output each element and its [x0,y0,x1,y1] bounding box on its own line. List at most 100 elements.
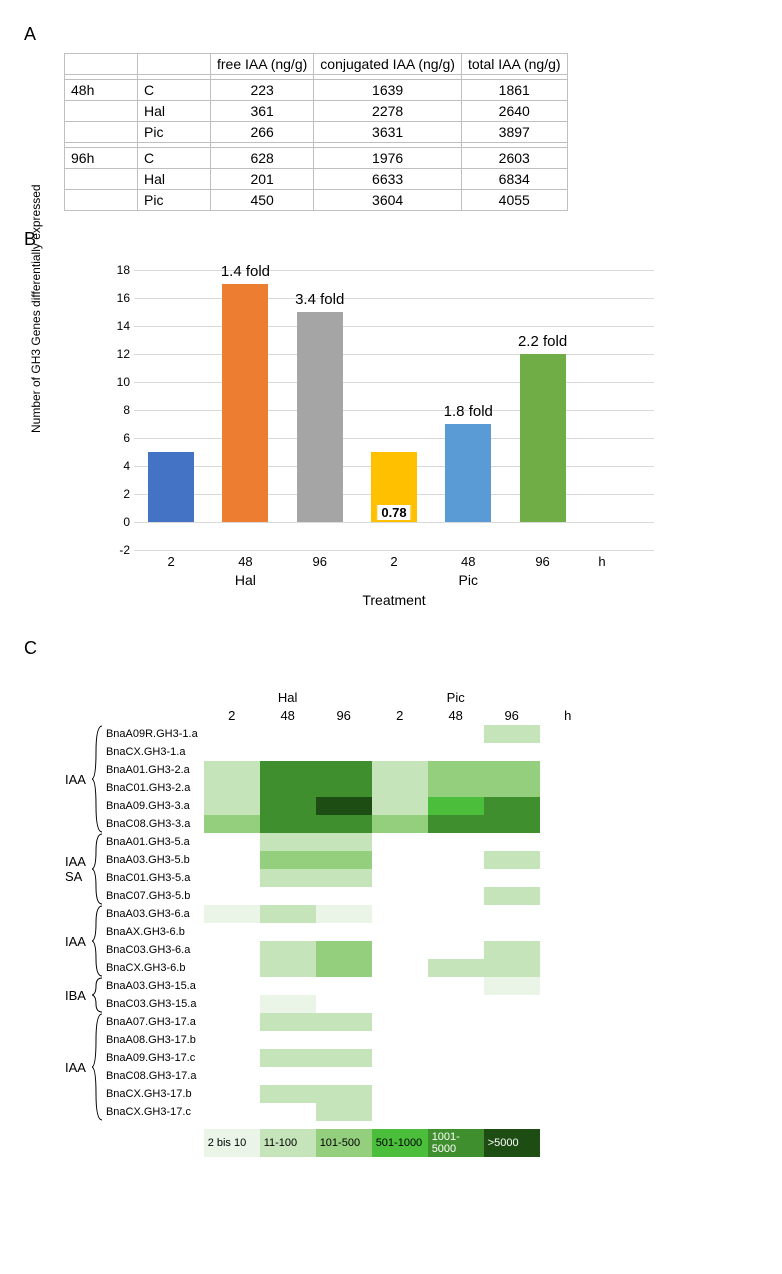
heatmap-cell [316,959,372,977]
table-cell [65,190,138,211]
grid-line [134,382,654,383]
bar [520,354,566,522]
heatmap-cell [316,869,372,887]
heatmap-cell [428,725,484,743]
col-label: 48 [260,707,316,725]
gene-label: BnaA03.GH3-6.a [104,905,204,923]
heatmap-cell [428,851,484,869]
y-tick-label: 12 [106,347,130,361]
gene-label: BnaA09.GH3-17.c [104,1049,204,1067]
row-group-label: IAA [64,905,92,977]
bracket-icon [92,725,104,833]
table-cell: 2603 [461,148,567,169]
heatmap-cell [484,1085,540,1103]
heatmap-cell [428,995,484,1013]
heatmap-cell [204,995,260,1013]
heatmap-cell [428,869,484,887]
bar [445,424,491,522]
y-tick-label: 4 [106,459,130,473]
gene-label: BnaAX.GH3-6.b [104,923,204,941]
heatmap-cell [316,851,372,869]
heatmap-cell [428,815,484,833]
heatmap-cell [428,941,484,959]
col-group-label: Pic [428,689,484,707]
grid-line [134,326,654,327]
table-cell: Hal [138,101,211,122]
x-axis-title: Treatment [362,592,425,608]
heatmap-cell [316,977,372,995]
table-cell: 4055 [461,190,567,211]
col-label: 2 [204,707,260,725]
heatmap-cell [260,977,316,995]
grid-line [134,270,654,271]
table-cell: 3604 [314,190,462,211]
heatmap-cell [316,761,372,779]
y-tick-label: 10 [106,375,130,389]
heatmap-cell [484,797,540,815]
heatmap-cell [428,1085,484,1103]
heatmap-cell [372,1085,428,1103]
bracket-icon [92,905,104,977]
heatmap-cell [428,1013,484,1031]
heatmap-cell [316,815,372,833]
gene-label: BnaC08.GH3-17.a [104,1067,204,1085]
heatmap-cell [260,959,316,977]
bar-annotation: 2.2 fold [518,333,567,350]
table-cell: 6633 [314,169,462,190]
col-label: 96 [484,707,540,725]
heatmap-cell [260,797,316,815]
heatmap-cell [484,959,540,977]
heatmap-cell [316,1013,372,1031]
heatmap-cell [204,779,260,797]
heatmap-cell [316,941,372,959]
table-cell: 223 [211,80,314,101]
row-group-label: IBA [64,977,92,1013]
table-cell: 361 [211,101,314,122]
table-cell: 3631 [314,122,462,143]
col-label: 2 [372,707,428,725]
bar-annotation: 3.4 fold [295,291,344,308]
bar [297,312,343,522]
heatmap-cell [260,1103,316,1121]
heatmap-cell [204,1067,260,1085]
table-cell: 1639 [314,80,462,101]
grid-line [134,522,654,523]
table-header-cell: conjugated IAA (ng/g) [314,54,462,75]
heatmap-cell [260,815,316,833]
gene-label: BnaA07.GH3-17.a [104,1013,204,1031]
table-cell: 201 [211,169,314,190]
heatmap-cell [260,1031,316,1049]
heatmap-cell [316,1067,372,1085]
y-tick-label: 16 [106,291,130,305]
heatmap-cell [204,1049,260,1067]
x-tick-label: 96 [535,554,549,569]
legend-swatch: 2 bis 10 [204,1129,260,1157]
row-group-label: IAA [64,725,92,833]
heatmap-cell [260,725,316,743]
heatmap-cell [204,869,260,887]
heatmap-cell [372,1103,428,1121]
panel-c-label: C [24,638,758,659]
col-label: 48 [428,707,484,725]
heatmap-cell [372,959,428,977]
legend-swatch: 1001-5000 [428,1129,484,1157]
table-cell: C [138,148,211,169]
y-tick-label: 0 [106,515,130,529]
heatmap-cell [484,725,540,743]
heatmap-cell [316,779,372,797]
table-header-cell: total IAA (ng/g) [461,54,567,75]
bracket-icon [92,1013,104,1121]
heatmap-cell [372,725,428,743]
heatmap-cell [260,923,316,941]
heatmap-cell [428,743,484,761]
heatmap-cell [260,995,316,1013]
heatmap-cell [372,977,428,995]
col-unit-label: h [540,707,596,725]
table-cell: C [138,80,211,101]
heatmap-cell [372,743,428,761]
heatmap-cell [260,1049,316,1067]
heatmap-cell [260,833,316,851]
heatmap-cell [372,1031,428,1049]
x-tick-label: 2 [168,554,175,569]
heatmap-cell [372,797,428,815]
